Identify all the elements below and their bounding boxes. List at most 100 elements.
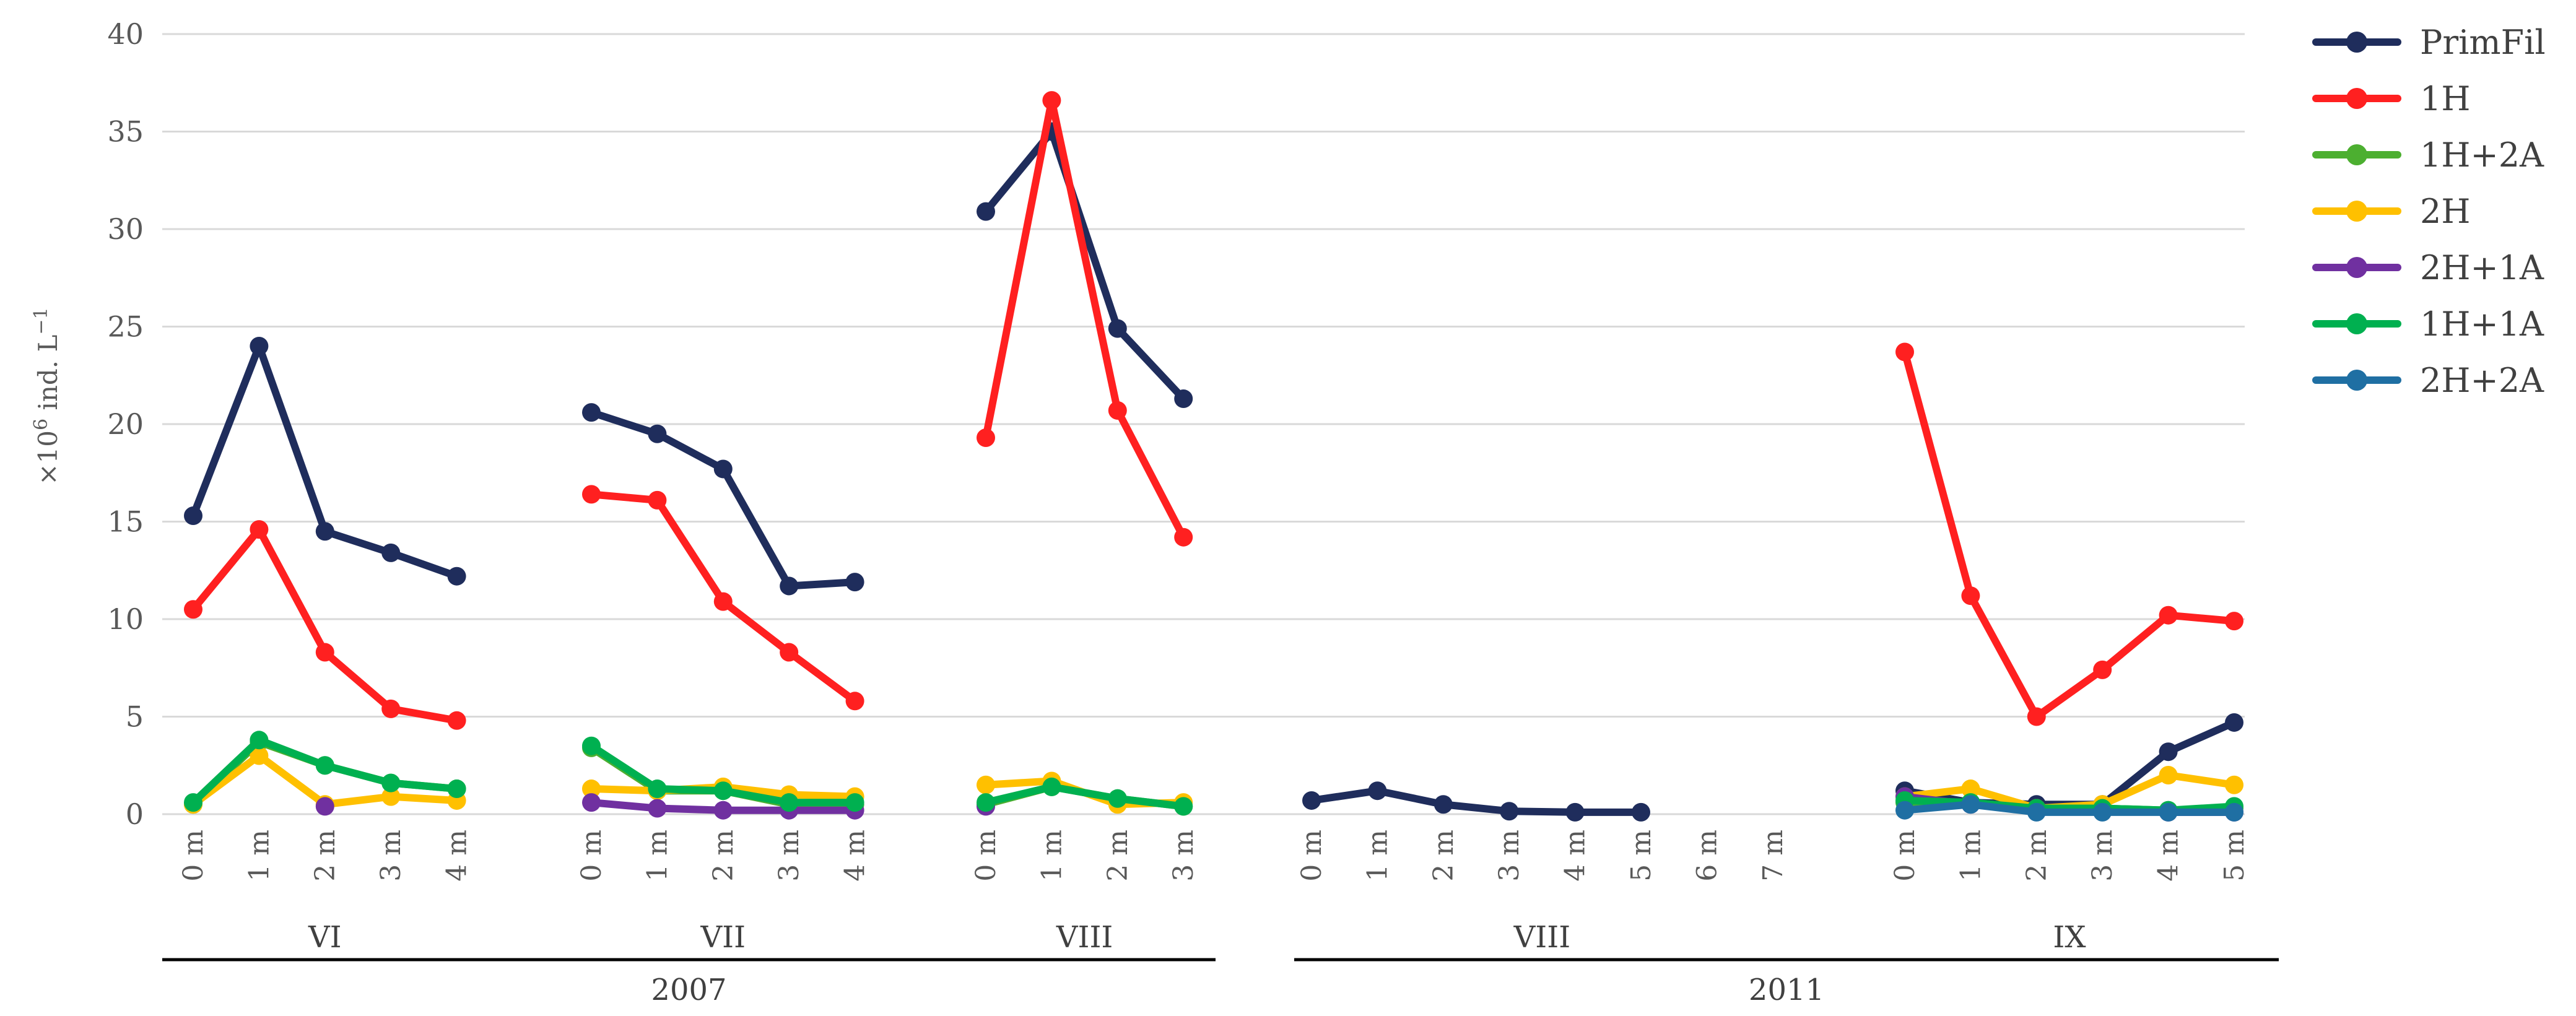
data-point [1174,797,1193,816]
data-point [845,692,864,711]
data-point [1108,789,1127,808]
legend-marker [2346,313,2367,334]
x-tick-label: 4 m [1560,830,1591,882]
month-label: IX [2053,920,2086,955]
data-point [1174,389,1193,409]
data-point [1174,528,1193,547]
data-point [2225,802,2243,822]
data-point [2093,802,2112,822]
y-tick-label: 20 [107,407,144,441]
x-tick-label: 3 m [773,830,805,882]
data-point [2159,766,2178,784]
y-tick-label: 0 [126,797,144,831]
data-point [582,403,601,422]
data-point [184,793,202,812]
data-point [845,793,864,812]
series-2H+2A [1895,795,2243,822]
series-line [1901,348,2238,721]
x-tick-label: 6 m [1691,830,1723,882]
y-axis: 0 5 10 15 20 25 30 35 40 [107,17,144,831]
data-point [2027,707,2046,726]
data-point [1895,342,1914,362]
data-point [2159,742,2178,762]
data-point [447,779,466,799]
data-point [1434,795,1453,814]
month-label: VI [308,920,342,955]
legend-marker [2346,88,2367,109]
data-point [780,793,799,812]
data-point [648,424,667,443]
x-tick-label: 2 m [708,830,739,882]
x-tick-label: 0 m [1296,830,1328,882]
data-point [250,731,269,750]
x-tick-label: 2 m [1428,830,1460,882]
data-point [1565,802,1585,822]
data-point [713,801,733,820]
data-point [977,793,995,812]
x-tick-label: 3 m [1494,830,1525,882]
data-point [1895,801,1914,820]
data-point [977,775,995,794]
data-point [2225,775,2243,794]
x-tick-label: 1 m [1036,830,1068,882]
data-point [315,643,334,662]
data-point [1302,791,1321,810]
data-point [977,202,995,221]
legend-label: 2H+2A [2420,361,2544,400]
x-tick-label: 0 m [970,830,1002,882]
series-line [982,783,1188,810]
data-point [648,799,667,818]
y-tick-label: 40 [107,17,144,51]
data-point [315,756,334,775]
data-point [582,736,601,755]
x-tick-label: 1 m [642,830,673,882]
legend-marker [2346,370,2367,391]
x-tick-label: 3 m [2087,830,2118,882]
series-line [189,342,461,580]
data-point [2225,612,2243,631]
data-point [1961,779,1980,799]
data-point [250,520,269,539]
series-line [982,97,1188,541]
x-tick-label: 0 m [178,830,209,882]
x-tick-label: 4 m [840,830,871,882]
data-point [1108,401,1127,420]
data-point [315,522,334,541]
x-tick-label: 4 m [2153,830,2185,882]
month-label: VIII [1056,920,1113,955]
series-line [1308,787,1645,816]
data-point [1042,777,1061,796]
y-tick-label: 35 [107,115,144,149]
data-point [1961,586,1980,606]
gridlines [162,33,2245,815]
data-point [582,485,601,504]
data-point [648,490,667,510]
data-point [1108,319,1127,338]
data-point [1961,795,1980,814]
data-point [713,781,733,801]
month-label: VII [700,920,746,955]
x-tick-label: 4 m [442,830,473,882]
y-tick-label: 30 [107,212,144,246]
legend: PrimFil 1H 1H+2A 2H 2H+1A 1H+1A 2H+2A [2312,23,2546,400]
data-point [2093,660,2112,679]
x-tick-label: 5 m [1625,830,1657,882]
legend-marker [2346,257,2367,278]
y-tick-label: 25 [107,310,144,344]
legend-label: 1H+1A [2420,305,2544,344]
data-point [1368,781,1387,801]
series-line [982,128,1188,403]
data-point [1632,802,1650,822]
year-label: 2007 [651,973,726,1007]
data-point [780,643,799,662]
series-line [1901,801,2238,816]
legend-label: 1H+2A [2420,136,2544,175]
legend-marker [2346,144,2367,165]
data-point [648,779,667,799]
x-axis: 0 m 1 m 2 m 3 m 4 m VI 0 m 1 m 2 m 3 m 4 m VII 0 m 1 … [162,830,2279,1007]
data-point [184,600,202,619]
x-tick-label: 2 m [2021,830,2053,882]
legend-label: 2H [2420,192,2470,231]
legend-marker [2346,32,2367,53]
data-point [381,773,401,792]
